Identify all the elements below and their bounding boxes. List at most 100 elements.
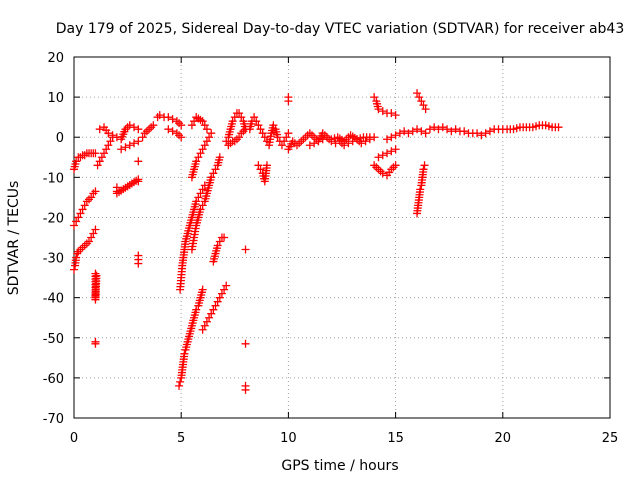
series-arc-i	[222, 109, 250, 146]
data-point	[140, 129, 149, 138]
data-point	[417, 97, 426, 106]
data-point	[97, 153, 106, 162]
x-tick-label: 0	[70, 431, 78, 446]
chart-title: Day 179 of 2025, Sidereal Day-to-day VTE…	[56, 21, 625, 37]
data-point	[391, 131, 400, 140]
series-arc-j	[245, 113, 293, 150]
data-point	[180, 349, 189, 358]
y-tick-label: -20	[43, 211, 64, 226]
data-point	[370, 161, 379, 170]
data-point	[372, 163, 381, 172]
data-point	[413, 89, 422, 98]
data-point	[198, 117, 207, 126]
data-point	[421, 129, 430, 138]
data-point	[447, 127, 456, 136]
data-point	[215, 153, 224, 162]
data-point	[220, 233, 229, 242]
data-point	[200, 321, 209, 330]
data-point	[74, 247, 83, 256]
data-point	[344, 139, 353, 148]
data-point	[91, 225, 100, 234]
series-arc-k	[284, 93, 374, 154]
data-points	[70, 89, 563, 394]
data-point	[226, 139, 235, 148]
data-point	[106, 137, 115, 146]
data-point	[430, 123, 439, 132]
data-point	[228, 117, 237, 126]
data-point	[172, 129, 181, 138]
data-point	[404, 129, 413, 138]
data-point	[85, 195, 94, 204]
series-arc-n2	[374, 145, 400, 162]
data-point	[262, 161, 271, 170]
x-tick-label: 20	[495, 431, 512, 446]
data-point	[205, 313, 214, 322]
data-point	[237, 113, 246, 122]
data-point	[211, 301, 220, 310]
data-point	[198, 285, 207, 294]
data-point	[224, 141, 233, 150]
data-point	[438, 123, 447, 132]
data-point	[175, 119, 184, 128]
data-point	[70, 221, 78, 230]
data-point	[85, 237, 94, 246]
data-point	[443, 125, 452, 134]
series-arc-e	[95, 121, 143, 144]
data-point	[215, 293, 224, 302]
data-point	[370, 133, 379, 142]
series-steep-3	[187, 153, 224, 254]
data-point	[485, 127, 494, 136]
data-point	[305, 141, 314, 150]
data-point	[280, 137, 289, 146]
data-point	[357, 139, 366, 148]
series-arc-j2	[254, 161, 271, 186]
data-point	[102, 145, 111, 154]
data-point	[196, 149, 205, 158]
data-point	[72, 217, 81, 226]
data-point	[477, 131, 486, 140]
data-point	[82, 197, 91, 206]
data-point	[145, 125, 154, 134]
data-point	[269, 121, 278, 130]
data-point	[70, 265, 78, 274]
data-point	[260, 133, 269, 142]
data-point	[378, 169, 387, 178]
series-steep-1	[175, 285, 207, 390]
axis-ticks: 0 5 10 15 20 25 20 10 0 -10 -20 -30 -40 -50 -60 -70	[43, 51, 619, 446]
data-point	[387, 147, 396, 156]
y-tick-label: 10	[47, 91, 64, 106]
y-tick-label: -30	[43, 252, 64, 267]
data-point	[297, 137, 306, 146]
y-tick-label: -70	[43, 412, 64, 427]
data-point	[192, 157, 201, 166]
data-point	[207, 129, 216, 138]
series-arc-e2	[117, 137, 143, 154]
data-point	[256, 125, 265, 134]
data-point	[130, 139, 139, 148]
data-point	[415, 93, 424, 102]
data-point	[252, 117, 261, 126]
data-point	[378, 107, 387, 116]
data-point	[383, 135, 392, 144]
data-point	[91, 149, 100, 158]
series-arc-f	[138, 121, 158, 142]
series-isolated-8h	[241, 245, 250, 394]
data-point	[307, 131, 316, 140]
series-arc-c	[70, 225, 100, 274]
series-spikes-2h	[112, 157, 143, 268]
data-point	[284, 97, 293, 106]
data-point	[241, 339, 250, 348]
data-point	[400, 127, 409, 136]
data-point	[282, 133, 291, 142]
data-point	[416, 185, 425, 194]
data-point	[100, 149, 109, 158]
data-point	[192, 305, 201, 314]
data-point	[217, 289, 226, 298]
data-point	[177, 121, 186, 130]
data-point	[256, 165, 265, 174]
data-point	[125, 141, 134, 150]
data-point	[200, 141, 209, 150]
data-point	[78, 205, 87, 214]
data-point	[389, 163, 398, 172]
